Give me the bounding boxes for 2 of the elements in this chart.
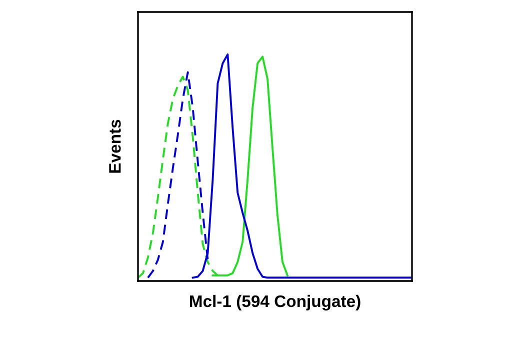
x-axis-title: Mcl-1 (594 Conjugate) — [190, 294, 360, 310]
y-axis-title: Events — [109, 120, 121, 173]
